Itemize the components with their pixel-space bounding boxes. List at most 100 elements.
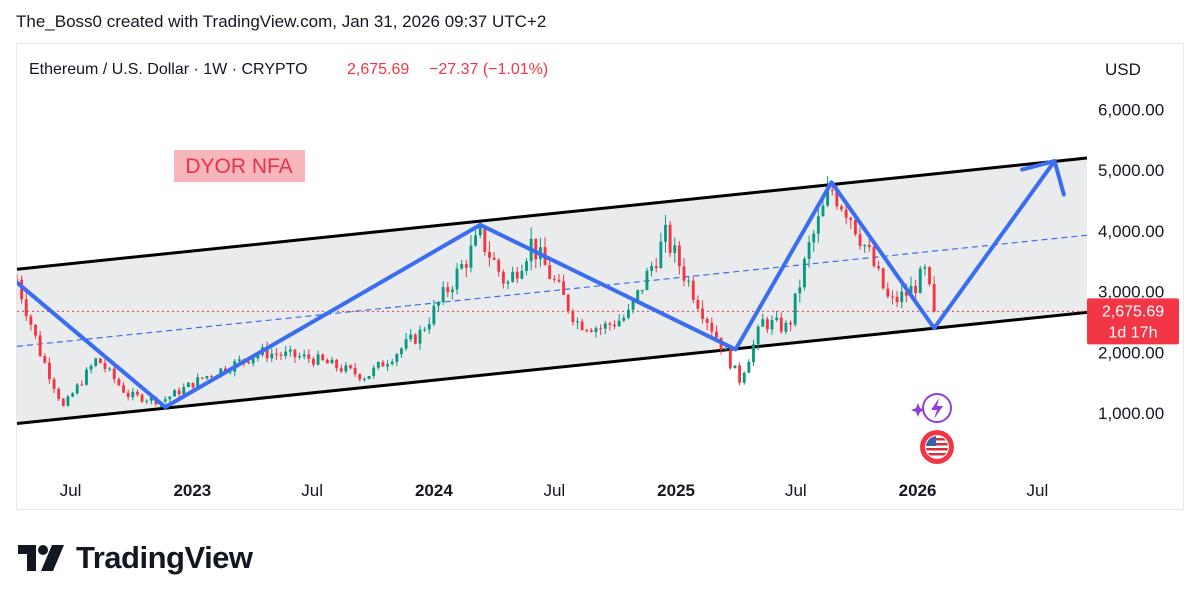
channel-lower-line[interactable]	[17, 310, 1088, 426]
candle-body	[330, 359, 334, 364]
candle-body	[395, 354, 399, 362]
candle	[659, 232, 663, 269]
candle	[43, 353, 47, 364]
candle	[413, 333, 417, 345]
candle	[274, 347, 278, 361]
candle-body	[821, 205, 825, 217]
candle	[626, 304, 630, 320]
candle	[622, 314, 626, 323]
candle-body	[617, 320, 621, 327]
candle-body	[85, 369, 88, 385]
candle-body	[789, 322, 792, 325]
candle-body	[682, 266, 686, 281]
candle	[474, 229, 478, 247]
candle-body	[210, 376, 213, 378]
candle-body	[478, 226, 482, 236]
candle-body	[80, 384, 84, 386]
candle-body	[186, 382, 190, 388]
candle	[173, 389, 176, 397]
candle	[409, 328, 413, 343]
candle	[17, 274, 19, 281]
candle	[914, 279, 918, 302]
candle	[66, 394, 70, 407]
candle-body	[423, 329, 427, 331]
candle-body	[469, 245, 473, 268]
candle-body	[557, 279, 561, 282]
candle-body	[918, 268, 922, 293]
candle	[52, 377, 56, 394]
candle	[177, 387, 181, 398]
candle	[71, 392, 75, 398]
candle-body	[29, 316, 33, 325]
candle	[112, 366, 116, 384]
candle-body	[724, 348, 728, 351]
projection-arrow-head[interactable]	[1020, 159, 1066, 197]
candle	[853, 219, 857, 237]
candle	[761, 313, 765, 327]
candle-body	[488, 251, 491, 258]
candle	[404, 332, 408, 351]
candle-body	[288, 349, 292, 352]
candle-body	[793, 293, 797, 325]
candle-body	[483, 226, 487, 252]
candle-body	[687, 280, 691, 282]
candle-body	[497, 259, 501, 272]
candle-body	[928, 267, 931, 285]
y-axis-tick-label: 1,000.00	[1098, 404, 1164, 423]
candle-body	[867, 245, 871, 248]
candle-body	[770, 319, 774, 330]
candle-body	[57, 388, 61, 399]
candle-body	[182, 387, 186, 395]
candle-body	[353, 367, 357, 375]
candle-body	[61, 398, 65, 406]
candle	[427, 317, 431, 334]
candle	[270, 348, 274, 363]
price-chart[interactable]: 1,000.00 2,000.00 3,000.00 4,000.00 5,000.00…	[17, 44, 1183, 509]
candle	[34, 324, 37, 339]
candle-body	[237, 359, 241, 362]
candle-body	[645, 270, 649, 290]
lightning-icon[interactable]	[911, 393, 952, 423]
candle-body	[900, 291, 904, 303]
last-price-badge[interactable]: 2,675.69 1d 17h	[1087, 298, 1179, 345]
candle-body	[701, 308, 704, 319]
us-flag-icon[interactable]	[920, 430, 954, 464]
candle-body	[826, 190, 830, 206]
candle-body	[200, 377, 204, 379]
candle	[488, 241, 491, 267]
tradingview-brand[interactable]: TradingView	[16, 538, 253, 578]
candle-body	[47, 362, 51, 380]
candle-body	[710, 322, 714, 332]
candle-body	[98, 358, 102, 364]
legend-price: 2,675.69	[347, 61, 409, 78]
candle	[932, 276, 936, 313]
zigzag-pattern-line[interactable]	[17, 159, 1057, 410]
candle	[525, 257, 528, 276]
candle-body	[803, 258, 806, 288]
candle-body	[251, 358, 255, 364]
candle	[61, 397, 65, 407]
annotation-background	[174, 150, 305, 182]
candle-body	[20, 279, 24, 300]
candle-body	[381, 362, 385, 367]
candle-body	[205, 376, 209, 379]
candle	[793, 293, 797, 327]
candle-body	[432, 305, 436, 325]
channel-upper-line[interactable]	[17, 156, 1088, 271]
candle	[140, 393, 144, 403]
candle-body	[177, 390, 181, 395]
candle	[562, 274, 566, 295]
candle	[335, 358, 339, 372]
candle-body	[52, 379, 56, 389]
candle-body	[728, 348, 732, 369]
candle	[742, 371, 746, 385]
candle	[117, 377, 121, 387]
candle	[710, 317, 714, 337]
candle-body	[24, 299, 28, 317]
candle-body	[858, 234, 862, 247]
candle	[441, 281, 445, 305]
candle	[756, 324, 760, 350]
candle-body	[613, 324, 616, 327]
candle-body	[173, 390, 176, 397]
candle-body	[316, 354, 320, 365]
